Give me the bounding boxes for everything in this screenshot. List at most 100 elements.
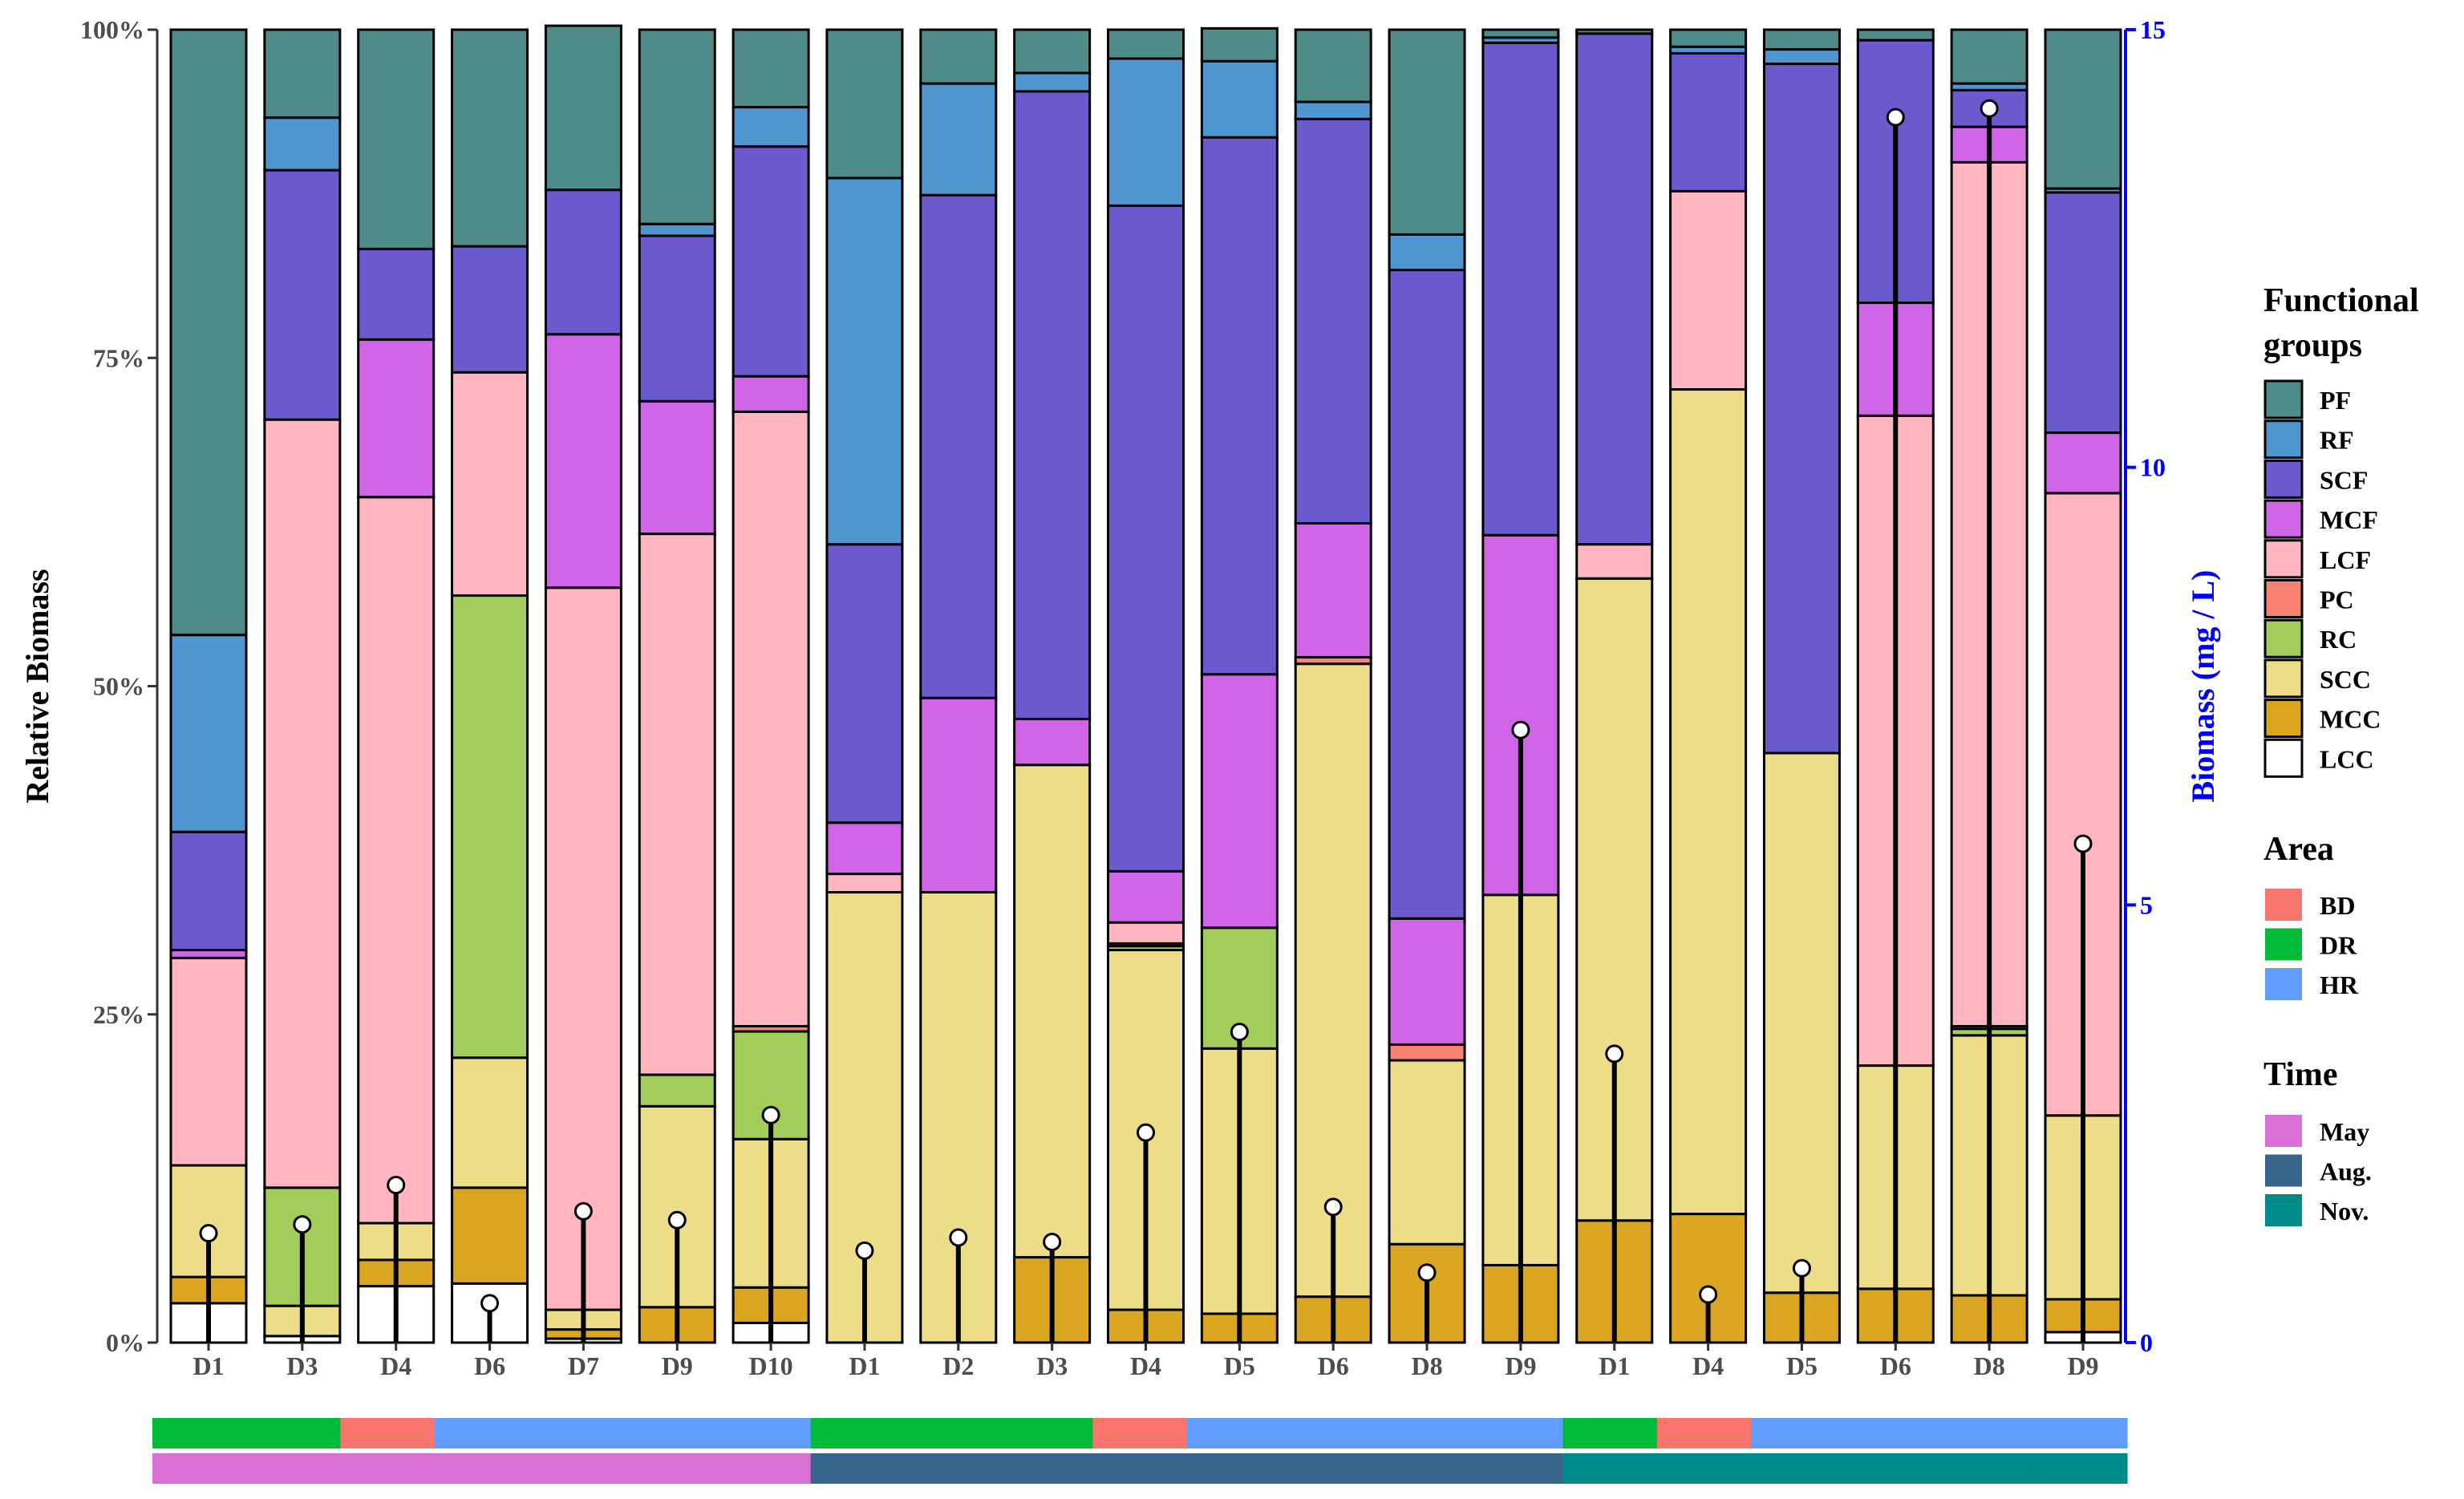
area-strip-cell-11 — [1186, 1418, 1282, 1448]
bar-segment-pf-16 — [1669, 28, 1748, 48]
bar-segment-pf-6 — [732, 28, 810, 109]
y-tick-label-1: 25% — [93, 1000, 144, 1029]
biomass-point-13 — [1417, 1263, 1437, 1282]
time-strip-cell-2 — [340, 1453, 436, 1484]
bar-segment-scf-8 — [919, 193, 998, 699]
x-tick-label-12: D6 — [1318, 1351, 1349, 1380]
legend-swatch-rc — [2263, 618, 2304, 658]
bar-segment-lcf-1 — [263, 418, 342, 1189]
biomass-point-10 — [1137, 1123, 1155, 1142]
legend-swatch-nov — [2265, 1194, 2302, 1226]
bar-segment-rf-1 — [263, 116, 342, 172]
bar-segment-pf-7 — [825, 28, 904, 180]
legend-swatch-aug — [2265, 1154, 2302, 1187]
legend-swatch-scf — [2263, 459, 2304, 499]
x-tick-label-4: D7 — [568, 1351, 599, 1380]
bar-segment-rf-8 — [919, 82, 998, 196]
time-strip-cell-7 — [810, 1453, 906, 1484]
legend-label-pf: PF — [2320, 386, 2351, 415]
bar-segment-scf-7 — [825, 543, 904, 824]
x-tick-label-16: D4 — [1692, 1351, 1724, 1380]
bar-segment-mcc-3 — [451, 1186, 529, 1285]
area-strip-cell-0 — [152, 1418, 247, 1448]
biomass-point-16 — [1699, 1285, 1718, 1304]
bar-segment-pf-2 — [357, 28, 436, 250]
legend-label-may: May — [2320, 1117, 2369, 1146]
time-strip-cell-8 — [904, 1453, 999, 1484]
x-tick-label-20: D9 — [2067, 1351, 2098, 1380]
bar-segment-pf-14 — [1481, 28, 1560, 39]
bar-segment-mcf-10 — [1107, 869, 1185, 924]
time-strip-cell-18 — [1845, 1453, 1940, 1484]
bar-segment-pf-4 — [544, 24, 622, 192]
biomass-point-5 — [667, 1210, 687, 1230]
bar-segment-rf-11 — [1200, 59, 1279, 139]
x-tick-label-8: D2 — [942, 1351, 974, 1380]
legend-swatch-scc — [2263, 658, 2304, 699]
bar-segment-scf-14 — [1481, 41, 1560, 537]
y-axis-title: Relative Biomass — [19, 569, 55, 803]
bar-segment-scf-17 — [1762, 63, 1841, 755]
bar-segment-scf-4 — [544, 188, 622, 336]
bar-segment-pf-12 — [1294, 28, 1372, 103]
bar-segment-lcf-4 — [544, 586, 622, 1311]
x-tick-label-3: D6 — [474, 1351, 505, 1380]
time-strip-cell-17 — [1751, 1453, 1846, 1484]
bar-segment-scf-3 — [451, 245, 529, 374]
bar-segment-mcf-12 — [1294, 522, 1372, 658]
bar-segment-rc-3 — [451, 594, 529, 1059]
legend-swatch-rf — [2263, 419, 2304, 460]
bar-segment-pf-13 — [1388, 28, 1466, 236]
bar-segment-scc-12 — [1294, 662, 1372, 1298]
x-tick-label-6: D10 — [749, 1351, 793, 1380]
bar-segment-scc-13 — [1388, 1059, 1466, 1246]
legend-swatch-dr — [2265, 928, 2302, 961]
biomass-point-19 — [1980, 99, 1999, 118]
y-tick-label-3: 75% — [93, 343, 144, 372]
area-strip-cell-13 — [1375, 1418, 1469, 1448]
legend-swatch-hr — [2265, 968, 2302, 1000]
area-strip-cell-15 — [1562, 1418, 1658, 1448]
legend-label-mcc: MCC — [2320, 705, 2381, 734]
area-strip-cell-20 — [2032, 1418, 2128, 1448]
bar-segment-pf-15 — [1575, 28, 1654, 35]
time-strip-cell-11 — [1186, 1453, 1282, 1484]
legend-label-lcc: LCC — [2320, 744, 2374, 773]
legend-title-area: Area — [2263, 831, 2334, 868]
time-strip-cell-6 — [716, 1453, 812, 1484]
legend-title-time: Time — [2263, 1056, 2338, 1093]
bar-segment-pf-8 — [919, 28, 998, 85]
bar-segment-mcf-13 — [1388, 917, 1466, 1046]
legend-title-functional-groups: Functional groups — [2263, 282, 2419, 364]
time-strip-cell-3 — [434, 1453, 529, 1484]
legend-label-rf: RF — [2320, 426, 2354, 455]
legend-swatch-pc — [2263, 579, 2304, 618]
time-strip-cell-20 — [2032, 1453, 2128, 1484]
area-strip-cell-16 — [1656, 1418, 1752, 1448]
time-strip-cell-19 — [1939, 1453, 2034, 1484]
bar-segment-pc-13 — [1388, 1043, 1466, 1062]
bar-segment-mcf-7 — [825, 821, 904, 876]
bar-segment-lcf-15 — [1575, 543, 1654, 580]
x-tick-label-17: D5 — [1786, 1351, 1818, 1380]
legend-label-hr: HR — [2320, 970, 2359, 999]
bar-segment-scf-2 — [357, 247, 436, 341]
bar-segment-pf-3 — [451, 28, 529, 248]
bar-segment-scf-6 — [732, 145, 810, 378]
legend-swatch-bd — [2265, 889, 2302, 921]
biomass-point-15 — [1605, 1044, 1624, 1063]
area-strip-cell-19 — [1939, 1418, 2034, 1448]
bar-segment-scc-9 — [1013, 764, 1092, 1259]
time-strip-cell-4 — [528, 1453, 623, 1484]
bar-segment-rf-6 — [732, 106, 810, 148]
time-strip-cell-12 — [1280, 1453, 1376, 1484]
time-strip-cell-16 — [1656, 1453, 1752, 1484]
bar-segment-mcf-9 — [1013, 717, 1092, 767]
bar-segment-pf-5 — [638, 28, 716, 225]
bar-segment-lcf-3 — [451, 371, 529, 598]
bar-segment-mcf-5 — [638, 399, 716, 536]
biomass-point-17 — [1792, 1258, 1811, 1278]
x-tick-label-9: D3 — [1036, 1351, 1068, 1380]
area-strip-cell-12 — [1280, 1418, 1376, 1448]
bar-segment-lcf-0 — [169, 956, 248, 1167]
